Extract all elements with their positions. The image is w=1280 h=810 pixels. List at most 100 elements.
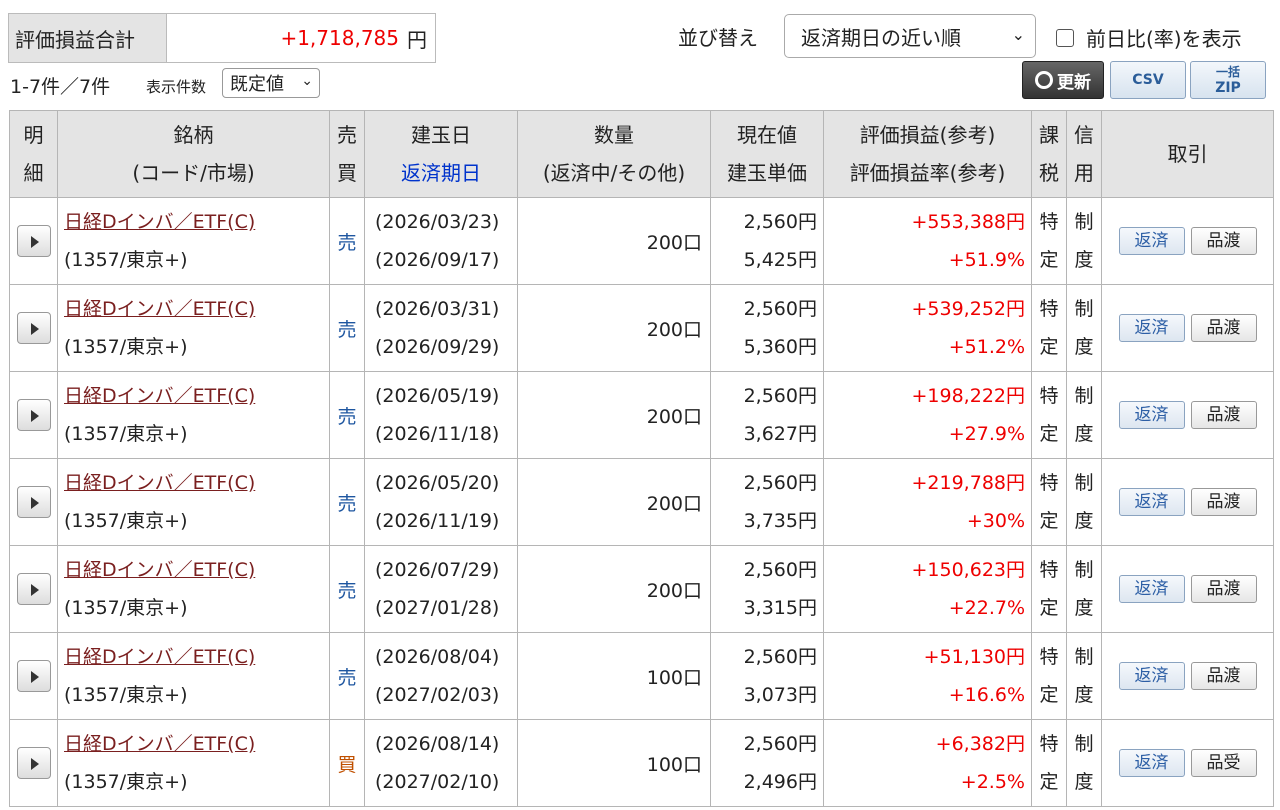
name-cell: 日経Dインバ／ETF(C) (1357/東京+) [57,545,330,633]
total-pl-unit: 円 [407,27,427,52]
price-cell: 2,560円 2,496円 [710,719,824,807]
expand-detail-button[interactable] [16,660,51,692]
unit-price: 5,425円 [743,249,817,271]
pl-rate: +22.7% [948,597,1025,619]
margin-cell: 制度 [1066,632,1102,720]
tax-cell: 特定 [1031,371,1067,459]
margin-cell: 制度 [1066,371,1102,459]
expand-detail-button[interactable] [16,399,51,431]
per-page-select[interactable]: 既定値 ⌄ [222,68,320,98]
header-margin: 信用 [1066,110,1102,198]
expand-detail-button[interactable] [16,747,51,779]
detail-cell [9,545,58,633]
total-pl-value: +1,718,785 [280,26,399,50]
pl-amount: +539,252円 [911,298,1026,320]
name-cell: 日経Dインバ／ETF(C) (1357/東京+) [57,284,330,372]
price-cell: 2,560円 3,735円 [710,458,824,546]
csv-label: CSV [1132,72,1164,88]
total-pl-summary: 評価損益合計 +1,718,785 円 [8,13,436,63]
delivery-button[interactable]: 品渡 [1190,227,1257,255]
repay-button[interactable]: 返済 [1118,314,1185,342]
qty-cell: 100口 [517,719,711,807]
security-name-link[interactable]: 日経Dインバ／ETF(C) [64,559,256,581]
sort-selected-value: 返済期日の近い順 [801,25,961,50]
expand-detail-button[interactable] [16,573,51,605]
zip-top-label: 一括 [1215,65,1240,79]
security-name-link[interactable]: 日経Dインバ／ETF(C) [64,211,256,233]
open-date: (2026/08/14) [375,733,500,755]
sort-select[interactable]: 返済期日の近い順 ⌄ [784,14,1036,58]
repay-button[interactable]: 返済 [1118,662,1185,690]
open-date: (2026/05/19) [375,385,500,407]
action-cell: 返済 品渡 [1101,284,1274,372]
security-name-link[interactable]: 日経Dインバ／ETF(C) [64,472,256,494]
delivery-button[interactable]: 品渡 [1190,314,1257,342]
header-name: 銘柄 (コード/市場) [57,110,330,198]
pl-rate: +51.9% [948,249,1025,271]
security-name-link[interactable]: 日経Dインバ／ETF(C) [64,646,256,668]
security-name-link[interactable]: 日経Dインバ／ETF(C) [64,733,256,755]
name-cell: 日経Dインバ／ETF(C) (1357/東京+) [57,719,330,807]
checkbox[interactable] [1056,28,1074,47]
margin-cell: 制度 [1066,719,1102,807]
detail-cell [9,371,58,459]
repay-button[interactable]: 返済 [1118,401,1185,429]
current-price: 2,560円 [743,559,817,581]
qty-cell: 200口 [517,458,711,546]
repay-button[interactable]: 返済 [1118,227,1185,255]
current-price: 2,560円 [743,646,817,668]
side-cell: 売 [329,284,365,372]
due-date: (2026/09/17) [375,249,500,271]
chevron-down-icon: ⌄ [1011,25,1025,44]
zip-label: ZIP [1215,80,1241,96]
show-prev-day-ratio-label: 前日比(率)を表示 [1086,27,1242,51]
per-page-value: 既定値 [230,74,284,95]
tax-cell: 特定 [1031,545,1067,633]
date-cell: (2026/03/23) (2026/09/17) [364,197,518,285]
detail-cell [9,458,58,546]
delivery-button[interactable]: 品渡 [1190,575,1257,603]
action-cell: 返済 品渡 [1101,545,1274,633]
date-cell: (2026/05/20) (2026/11/19) [364,458,518,546]
positions-table: 明細 銘柄 (コード/市場) 売買 建玉日 返済期日 数量 (返済中/その他) 現在値… [9,110,1274,807]
unit-price: 3,627円 [743,423,817,445]
repay-button[interactable]: 返済 [1118,488,1185,516]
pl-amount: +553,388円 [911,211,1026,233]
delivery-button[interactable]: 品渡 [1190,662,1257,690]
repay-button[interactable]: 返済 [1118,575,1185,603]
pl-cell: +150,623円 +22.7% [823,545,1032,633]
header-side: 売買 [329,110,365,198]
delivery-button[interactable]: 品渡 [1190,488,1257,516]
side-cell: 売 [329,371,365,459]
expand-detail-button[interactable] [16,486,51,518]
qty-cell: 200口 [517,545,711,633]
pl-amount: +198,222円 [911,385,1026,407]
delivery-button[interactable]: 品渡 [1190,401,1257,429]
zip-download-button[interactable]: 一括 ZIP [1190,61,1266,99]
expand-detail-button[interactable] [16,312,51,344]
security-code: (1357/東京+) [64,684,188,706]
pl-amount: +219,788円 [911,472,1026,494]
repay-button[interactable]: 返済 [1118,749,1185,777]
delivery-button[interactable]: 品受 [1190,749,1257,777]
security-name-link[interactable]: 日経Dインバ／ETF(C) [64,385,256,407]
show-prev-day-ratio-toggle[interactable]: 前日比(率)を表示 [1056,23,1242,52]
current-price: 2,560円 [743,385,817,407]
pl-cell: +51,130円 +16.6% [823,632,1032,720]
table-header-row: 明細 銘柄 (コード/市場) 売買 建玉日 返済期日 数量 (返済中/その他) 現在値… [9,110,1274,198]
sort-key-due-date[interactable]: 返済期日 [401,161,481,185]
security-name-link[interactable]: 日経Dインバ／ETF(C) [64,298,256,320]
date-cell: (2026/05/19) (2026/11/18) [364,371,518,459]
current-price: 2,560円 [743,733,817,755]
name-cell: 日経Dインバ／ETF(C) (1357/東京+) [57,371,330,459]
tax-cell: 特定 [1031,458,1067,546]
header-qty: 数量 (返済中/その他) [517,110,711,198]
csv-download-button[interactable]: CSV [1110,61,1186,99]
unit-price: 2,496円 [743,771,817,793]
chevron-down-icon: ⌄ [301,73,313,89]
refresh-button[interactable]: 更新 [1022,61,1104,99]
expand-detail-button[interactable] [16,225,51,257]
detail-cell [9,632,58,720]
side-cell: 売 [329,632,365,720]
action-cell: 返済 品渡 [1101,458,1274,546]
